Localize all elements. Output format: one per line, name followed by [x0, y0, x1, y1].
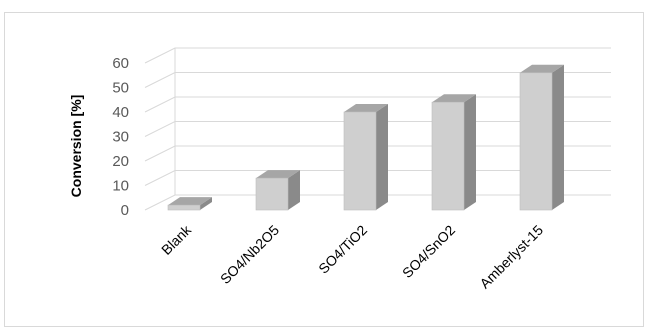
category-label: SO4/TiO2 — [315, 222, 370, 277]
category-labels: Blank SO4/Nb2O5 SO4/TiO2 SO4/SnO2 Amberlyst-… — [158, 221, 546, 291]
y-tick-label: 0 — [121, 202, 129, 219]
chart-frame: 0 10 20 30 40 50 60 Blank SO4/Nb2O5 SO4/TiO2 SO4/… — [4, 12, 644, 327]
bar-side — [288, 170, 300, 210]
bar-side — [464, 94, 476, 210]
bar-front — [255, 177, 289, 211]
bar-front — [343, 111, 377, 211]
bar — [343, 104, 388, 211]
category-label: Blank — [158, 221, 195, 258]
y-tick-label: 20 — [112, 153, 129, 170]
y-tick-labels: 0 10 20 30 40 50 60 — [112, 55, 129, 219]
y-tick-label: 50 — [112, 80, 129, 97]
bar-side — [376, 104, 388, 210]
bar-top — [520, 64, 564, 73]
bar — [255, 170, 300, 211]
y-tick-label: 60 — [112, 55, 129, 72]
category-label: Amberlyst-15 — [476, 222, 546, 292]
bar-top — [168, 197, 212, 206]
bar-side — [200, 197, 212, 210]
bar-top — [256, 170, 300, 179]
y-axis-label: Conversion [%] — [68, 95, 84, 198]
bar-front — [431, 101, 465, 211]
chart-svg: 0 10 20 30 40 50 60 Blank SO4/Nb2O5 SO4/TiO2 SO4/… — [68, 47, 611, 291]
bar-top — [344, 104, 388, 112]
y-tick-label: 30 — [112, 129, 129, 146]
category-label: SO4/Nb2O5 — [217, 222, 282, 287]
grid-layer — [144, 47, 611, 211]
bar-front — [167, 204, 201, 211]
bar-layer — [167, 64, 564, 211]
bar-side — [552, 64, 564, 210]
y-tick-label: 40 — [112, 104, 129, 121]
y-tick-label: 10 — [112, 178, 129, 195]
category-label: SO4/SnO2 — [399, 222, 458, 281]
bar-top — [432, 94, 476, 103]
bar — [431, 94, 476, 211]
bar — [167, 197, 212, 211]
gridline — [144, 47, 611, 64]
bar — [519, 64, 564, 211]
bar-front — [519, 72, 553, 211]
